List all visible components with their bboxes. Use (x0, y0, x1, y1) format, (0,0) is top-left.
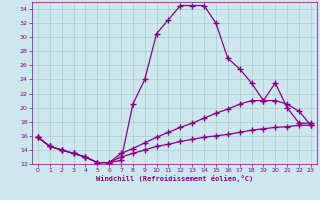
X-axis label: Windchill (Refroidissement éolien,°C): Windchill (Refroidissement éolien,°C) (96, 175, 253, 182)
